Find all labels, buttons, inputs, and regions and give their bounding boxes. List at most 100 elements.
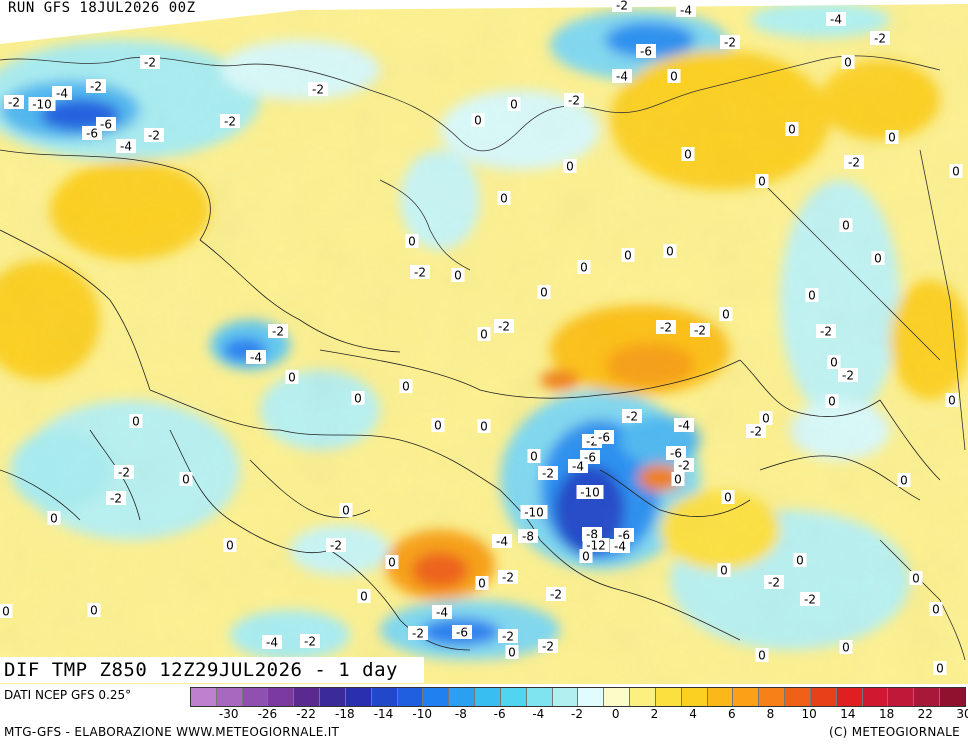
value-label-text: 0 <box>624 249 632 263</box>
value-label: -2 <box>800 592 820 607</box>
value-label-text: -2 <box>312 83 324 97</box>
value-label: -2 <box>106 491 126 506</box>
value-label-text: -2 <box>414 266 426 280</box>
value-label-text: -2 <box>750 425 762 439</box>
value-label: 0 <box>897 473 911 488</box>
value-label-text: -4 <box>250 351 262 365</box>
value-label-text: 0 <box>510 98 518 112</box>
legend-swatch <box>345 688 372 706</box>
country-boundaries <box>0 149 941 651</box>
value-label-text: -2 <box>616 0 628 13</box>
value-label-text: -2 <box>502 571 514 585</box>
run-label: RUN GFS 18JUL2026 00Z <box>4 0 200 16</box>
legend-swatch <box>371 688 398 706</box>
value-label-text: -4 <box>572 460 584 474</box>
legend-swatch <box>810 688 837 706</box>
value-label-text: 0 <box>354 392 362 406</box>
legend-swatch <box>397 688 424 706</box>
value-label-text: 0 <box>402 380 410 394</box>
value-label: 0 <box>785 122 799 137</box>
legend-swatch <box>759 688 786 706</box>
value-label-text: -10 <box>524 506 544 520</box>
value-label: 0 <box>885 130 899 145</box>
value-label: -6 <box>452 625 472 640</box>
value-label: 0 <box>671 472 685 487</box>
value-label: 0 <box>621 248 635 263</box>
value-label-text: 0 <box>566 160 574 174</box>
value-label: 0 <box>285 370 299 385</box>
value-label-text: -2 <box>694 324 706 338</box>
value-label: -2 <box>114 465 134 480</box>
value-label: -10 <box>520 505 548 520</box>
value-label-text: 0 <box>182 473 190 487</box>
value-label-text: -4 <box>436 606 448 620</box>
legend-tick-label: 30 <box>956 707 968 721</box>
legend-tick-label: 4 <box>689 707 697 721</box>
value-label-text: 0 <box>454 269 462 283</box>
value-label: 0 <box>129 414 143 429</box>
value-label: -4 <box>826 12 846 27</box>
value-label: -2 <box>220 114 240 129</box>
value-label-text: -2 <box>724 36 736 50</box>
legend-swatch <box>449 688 476 706</box>
value-label-text: 0 <box>132 415 140 429</box>
legend-tick-label: -6 <box>493 707 506 721</box>
value-label-text: -6 <box>456 626 468 640</box>
legend-swatch <box>552 688 579 706</box>
legend-tick-label: 10 <box>801 707 817 721</box>
value-label: -4 <box>432 605 452 620</box>
value-label: -4 <box>610 539 630 554</box>
value-label-text: -6 <box>584 451 596 465</box>
value-label: 0 <box>933 661 947 676</box>
value-label-text: -2 <box>660 321 672 335</box>
value-label-text: -2 <box>498 320 510 334</box>
value-label: -2 <box>140 55 160 70</box>
value-label-text: -4 <box>614 540 626 554</box>
value-label: -2 <box>408 626 428 641</box>
legend-tick-label: 2 <box>650 707 659 721</box>
legend-swatch <box>604 688 631 706</box>
value-label-text: 0 <box>434 419 442 433</box>
value-label: 0 <box>399 379 413 394</box>
value-label: -2 <box>612 0 632 13</box>
value-label: 0 <box>497 191 511 206</box>
value-label-text: 0 <box>530 450 538 464</box>
value-label: 0 <box>563 159 577 174</box>
value-label: -4 <box>676 3 696 18</box>
value-label-text: 0 <box>670 70 678 84</box>
value-label-text: 0 <box>758 175 766 189</box>
legend-tick-label: 0 <box>611 707 620 721</box>
value-label-text: 0 <box>948 394 956 408</box>
value-label-text: -2 <box>148 129 160 143</box>
value-label: -2 <box>546 587 566 602</box>
value-label: 0 <box>357 589 371 604</box>
value-label-text: 0 <box>388 556 396 570</box>
value-label: -2 <box>656 320 676 335</box>
value-label: 0 <box>577 260 591 275</box>
legend-swatch <box>785 688 811 706</box>
value-label-text: -6 <box>100 118 112 132</box>
value-label-text: 0 <box>2 605 10 619</box>
legend-swatch <box>681 688 708 706</box>
value-label: -4 <box>116 139 136 154</box>
legend-tick-label: 14 <box>840 707 856 721</box>
value-label-text: -2 <box>842 369 854 383</box>
value-label-text: -6 <box>640 45 652 59</box>
value-label-text: 0 <box>342 504 350 518</box>
value-label: -6 <box>636 44 656 59</box>
value-label-text: -4 <box>678 419 690 433</box>
value-label: -2 <box>268 324 288 339</box>
temperature-anomaly-map: -2 -2 -4 -2 -10 -6 -6 -2 -4 -2 -2 -2 -4 -4 -2 -6 -2 0 -4 0 -… <box>0 0 968 684</box>
value-label: -2 <box>816 324 836 339</box>
value-label-text: -2 <box>412 627 424 641</box>
value-label-text: 0 <box>722 308 730 322</box>
value-label-text: -2 <box>768 576 780 590</box>
legend-tick-label: -22 <box>296 707 316 721</box>
value-label-text: -2 <box>110 492 122 506</box>
legend-swatch <box>242 688 269 706</box>
value-label-text: -4 <box>266 636 278 650</box>
value-label-text: 0 <box>830 356 838 370</box>
value-label: -2 <box>746 424 766 439</box>
value-label-text: 0 <box>720 564 728 578</box>
legend-swatch <box>526 688 553 706</box>
